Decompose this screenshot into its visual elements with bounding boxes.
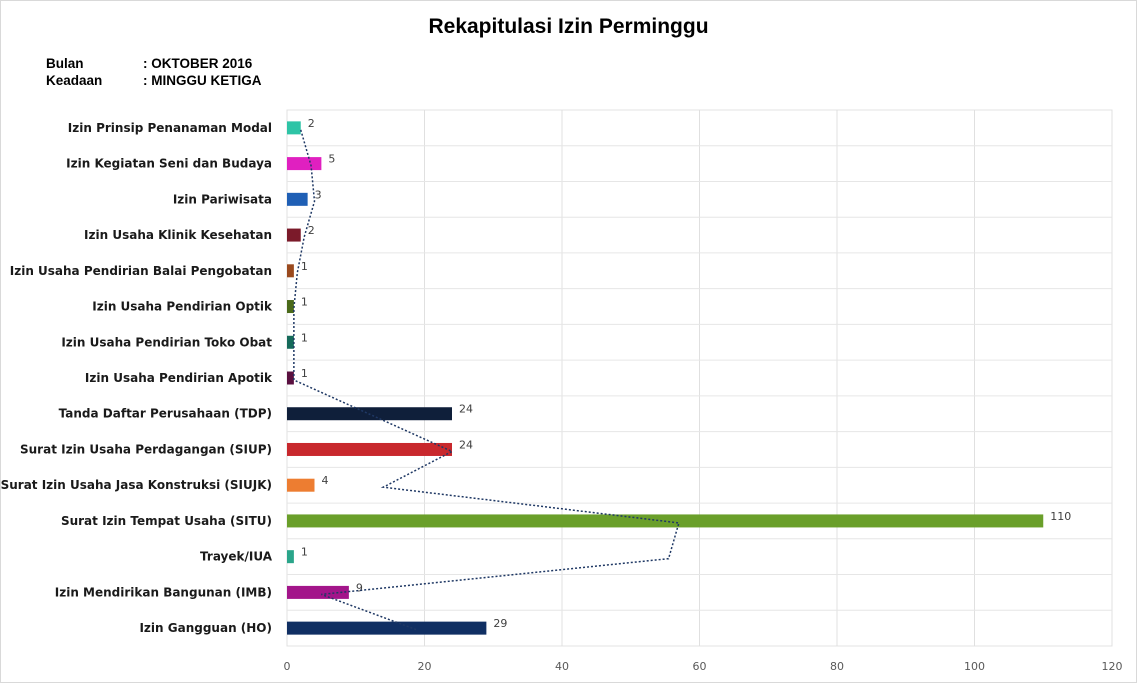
bar <box>287 550 294 564</box>
category-label: Izin Gangguan (HO) <box>139 621 272 635</box>
category-label: Tanda Daftar Perusahaan (TDP) <box>59 407 272 421</box>
category-label: Izin Usaha Pendirian Apotik <box>85 371 273 385</box>
category-label: Izin Mendirikan Bangunan (IMB) <box>55 585 272 599</box>
category-label: Izin Usaha Pendirian Optik <box>92 300 273 314</box>
data-label: 1 <box>301 260 308 273</box>
data-label: 2 <box>308 224 315 237</box>
bar <box>287 228 301 242</box>
data-label: 24 <box>459 403 473 416</box>
bar <box>287 121 301 135</box>
bar <box>287 157 322 171</box>
data-label: 1 <box>301 296 308 309</box>
bar <box>287 300 294 314</box>
x-tick-label: 0 <box>284 660 291 673</box>
data-label: 29 <box>493 617 507 630</box>
data-label: 1 <box>301 367 308 380</box>
data-label: 1 <box>301 546 308 559</box>
keadaan-value: : MINGGU KETIGA <box>143 73 262 88</box>
data-label: 2 <box>308 117 315 130</box>
x-tick-label: 20 <box>418 660 432 673</box>
bulan-label: Bulan <box>46 56 84 71</box>
x-tick-label: 60 <box>693 660 707 673</box>
data-label: 24 <box>459 438 473 451</box>
category-label: Surat Izin Usaha Jasa Konstruksi (SIUJK) <box>1 478 272 492</box>
bar <box>287 442 452 456</box>
category-label: Trayek/IUA <box>200 550 273 564</box>
category-label: Izin Usaha Klinik Kesehatan <box>84 228 272 242</box>
x-tick-label: 40 <box>555 660 569 673</box>
category-label: Izin Kegiatan Seni dan Budaya <box>66 157 272 171</box>
data-label: 1 <box>301 331 308 344</box>
bar <box>287 335 294 349</box>
data-label: 9 <box>356 581 363 594</box>
category-label: Izin Pariwisata <box>173 192 272 206</box>
x-tick-label: 120 <box>1102 660 1123 673</box>
bar <box>287 371 294 385</box>
trendline <box>293 129 680 631</box>
x-tick-label: 100 <box>964 660 985 673</box>
category-label: Surat Izin Usaha Perdagangan (SIUP) <box>20 442 272 456</box>
chart-title: Rekapitulasi Izin Perminggu <box>428 15 709 38</box>
category-label: Izin Usaha Pendirian Balai Pengobatan <box>10 264 272 278</box>
bar <box>287 192 308 206</box>
data-label: 5 <box>328 153 335 166</box>
bar <box>287 621 487 635</box>
bar <box>287 585 349 599</box>
keadaan-label: Keadaan <box>46 73 103 88</box>
data-label: 3 <box>315 188 322 201</box>
x-tick-label: 80 <box>830 660 844 673</box>
bar <box>287 264 294 278</box>
category-label: Surat Izin Tempat Usaha (SITU) <box>61 514 272 528</box>
data-label: 110 <box>1050 510 1071 523</box>
category-label: Izin Prinsip Penanaman Modal <box>68 121 272 135</box>
bulan-value: : OKTOBER 2016 <box>143 56 253 71</box>
bar <box>287 478 315 492</box>
category-label: Izin Usaha Pendirian Toko Obat <box>61 335 272 349</box>
data-label: 4 <box>322 474 329 487</box>
